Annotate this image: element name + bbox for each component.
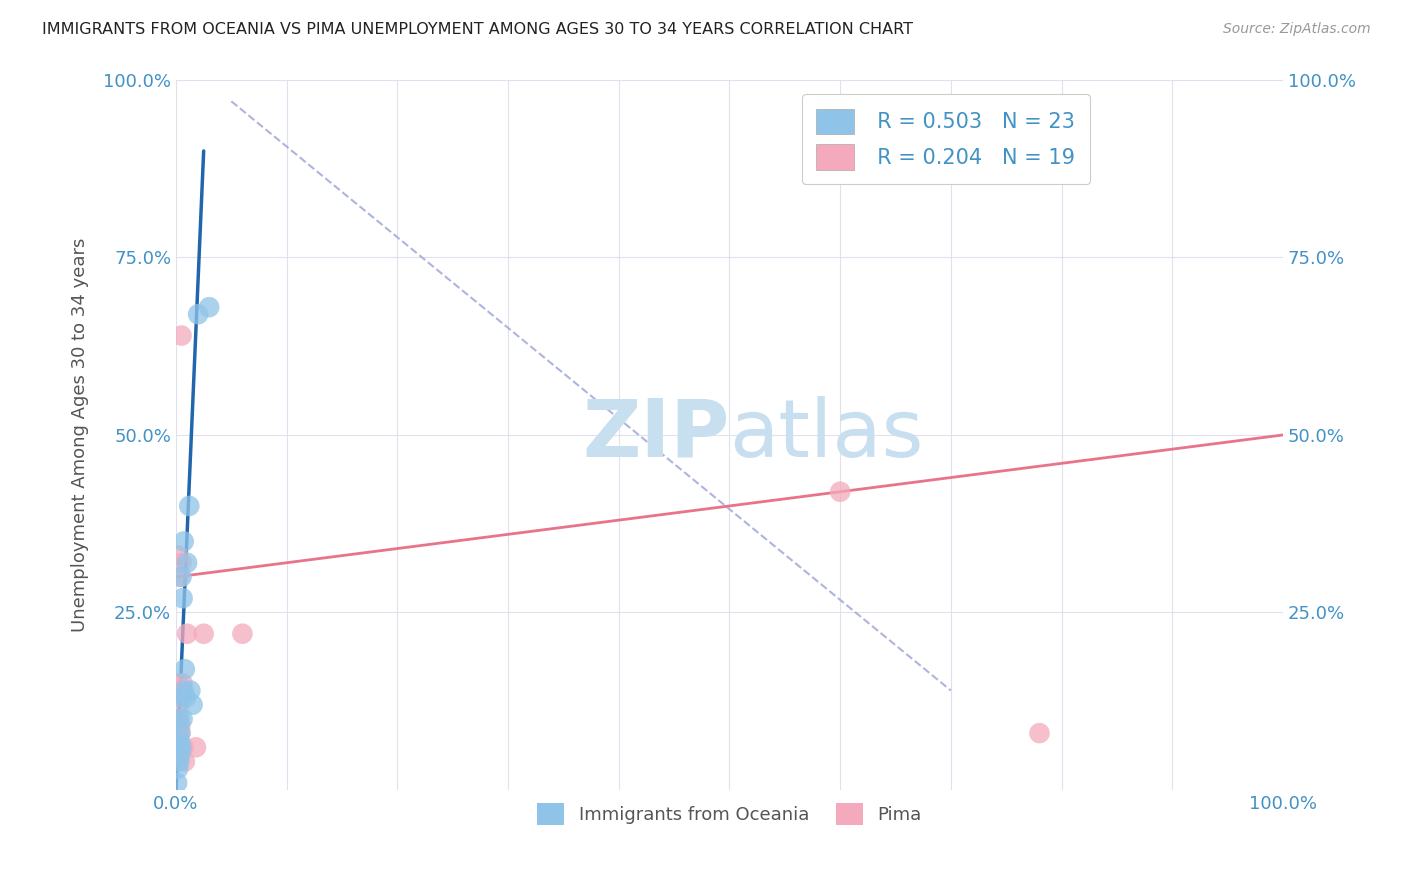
Point xyxy=(174,690,197,705)
Text: atlas: atlas xyxy=(730,396,924,474)
Point xyxy=(187,307,209,321)
Text: IMMIGRANTS FROM OCEANIA VS PIMA UNEMPLOYMENT AMONG AGES 30 TO 34 YEARS CORRELATI: IMMIGRANTS FROM OCEANIA VS PIMA UNEMPLOY… xyxy=(42,22,912,37)
Point xyxy=(169,570,191,584)
Point xyxy=(169,726,191,740)
Point xyxy=(173,740,195,755)
Point xyxy=(830,484,852,499)
Y-axis label: Unemployment Among Ages 30 to 34 years: Unemployment Among Ages 30 to 34 years xyxy=(72,238,89,632)
Point xyxy=(176,556,198,570)
Point xyxy=(179,683,201,698)
Point xyxy=(166,747,188,762)
Point xyxy=(166,776,188,790)
Text: Source: ZipAtlas.com: Source: ZipAtlas.com xyxy=(1223,22,1371,37)
Point xyxy=(169,755,191,769)
Point xyxy=(181,698,204,712)
Point xyxy=(167,676,190,690)
Point xyxy=(167,762,190,776)
Point xyxy=(167,549,190,563)
Point xyxy=(1028,726,1050,740)
Point xyxy=(170,556,193,570)
Point xyxy=(172,676,194,690)
Point xyxy=(169,747,191,762)
Text: ZIP: ZIP xyxy=(582,396,730,474)
Point xyxy=(179,499,201,513)
Point xyxy=(231,626,253,640)
Point xyxy=(172,712,194,726)
Point xyxy=(169,698,191,712)
Point xyxy=(167,740,190,755)
Point xyxy=(166,712,188,726)
Point xyxy=(172,591,194,606)
Legend: Immigrants from Oceania, Pima: Immigrants from Oceania, Pima xyxy=(529,794,931,834)
Point xyxy=(198,300,221,314)
Point xyxy=(169,733,191,747)
Point xyxy=(173,755,195,769)
Point xyxy=(170,570,193,584)
Point xyxy=(173,683,195,698)
Point xyxy=(169,726,191,740)
Point xyxy=(193,626,215,640)
Point xyxy=(170,328,193,343)
Point xyxy=(176,626,198,640)
Point xyxy=(173,662,195,676)
Point xyxy=(184,740,207,755)
Point xyxy=(169,719,191,733)
Point xyxy=(170,690,193,705)
Point xyxy=(169,712,191,726)
Point xyxy=(170,740,193,755)
Point xyxy=(173,534,195,549)
